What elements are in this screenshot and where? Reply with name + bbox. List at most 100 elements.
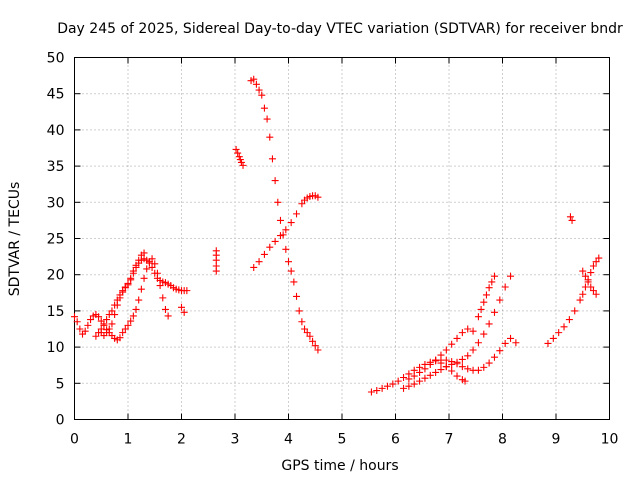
- data-point: [485, 284, 493, 292]
- data-point: [260, 104, 268, 112]
- data-point: [437, 359, 445, 367]
- data-point: [135, 296, 143, 304]
- data-point: [250, 75, 258, 83]
- data-point: [592, 290, 600, 298]
- data-point: [81, 327, 89, 335]
- data-point: [571, 307, 579, 315]
- data-point: [258, 91, 266, 99]
- x-tick-label: 1: [124, 432, 133, 448]
- data-point: [239, 161, 247, 169]
- data-series-10: [367, 334, 520, 396]
- data-point: [485, 320, 493, 328]
- data-point: [400, 374, 408, 382]
- data-point: [127, 317, 135, 325]
- data-point: [579, 267, 587, 275]
- data-point: [250, 263, 258, 271]
- y-tick-label: 15: [47, 304, 65, 320]
- data-point: [293, 292, 301, 300]
- data-point: [474, 366, 482, 374]
- data-point: [579, 290, 587, 298]
- x-axis-title: GPS time / hours: [281, 458, 398, 474]
- data-point: [480, 330, 488, 338]
- data-point: [464, 352, 472, 360]
- y-tick-label: 20: [47, 268, 65, 284]
- data-point: [378, 384, 386, 392]
- data-point: [151, 260, 159, 268]
- data-point: [298, 200, 306, 208]
- data-point: [410, 372, 418, 380]
- data-point: [469, 327, 477, 335]
- data-point: [421, 374, 429, 382]
- data-point: [92, 332, 100, 340]
- data-point: [383, 382, 391, 390]
- data-point: [87, 316, 95, 324]
- data-series-17: [566, 213, 576, 224]
- data-point: [400, 384, 408, 392]
- data-point: [212, 247, 220, 255]
- data-point: [271, 237, 279, 245]
- data-point: [421, 365, 429, 373]
- data-point: [71, 313, 78, 321]
- data-point: [549, 334, 557, 342]
- y-tick-label: 0: [56, 413, 65, 429]
- data-point: [282, 245, 290, 253]
- data-point: [119, 329, 127, 337]
- data-point: [581, 272, 589, 280]
- data-point: [480, 363, 488, 371]
- data-point: [453, 334, 461, 342]
- data-point: [132, 263, 140, 271]
- x-tick-label: 0: [70, 432, 79, 448]
- data-point: [287, 219, 295, 227]
- data-point: [464, 325, 472, 333]
- data-point: [501, 339, 509, 347]
- data-point: [496, 296, 504, 304]
- data-point: [127, 276, 135, 284]
- x-tick-label: 3: [231, 432, 240, 448]
- chart-title: Day 245 of 2025, Sidereal Day-to-day VTE…: [57, 21, 623, 37]
- data-point: [482, 291, 490, 299]
- data-series-9: [250, 192, 322, 271]
- x-tick-label: 9: [552, 432, 561, 448]
- data-point: [576, 296, 584, 304]
- data-point: [260, 250, 268, 258]
- data-point: [129, 312, 137, 320]
- data-point: [555, 329, 563, 337]
- y-tick-label: 35: [47, 159, 65, 175]
- data-point: [589, 287, 597, 295]
- data-point: [426, 360, 434, 368]
- data-series-5: [178, 303, 188, 316]
- data-series-1: [71, 311, 124, 344]
- data-point: [255, 258, 263, 266]
- data-point: [237, 158, 245, 166]
- data-point: [274, 198, 282, 206]
- data-point: [474, 313, 482, 321]
- data-point: [95, 313, 103, 321]
- data-point: [416, 368, 424, 376]
- data-point: [105, 325, 113, 333]
- data-point: [512, 339, 520, 347]
- data-point: [410, 380, 418, 388]
- data-point: [480, 298, 488, 306]
- data-point: [448, 367, 456, 375]
- data-point: [426, 371, 434, 379]
- data-series-7: [232, 145, 247, 169]
- data-point: [309, 337, 317, 345]
- data-point: [544, 339, 552, 347]
- data-series-16: [579, 267, 600, 298]
- data-point: [263, 115, 271, 123]
- y-tick-label: 25: [47, 232, 65, 248]
- data-point: [490, 272, 498, 280]
- data-point: [119, 288, 127, 296]
- data-point: [464, 365, 472, 373]
- data-point: [148, 263, 156, 271]
- data-point: [129, 269, 137, 277]
- data-point: [298, 318, 306, 326]
- data-point: [116, 294, 124, 302]
- data-point: [568, 216, 576, 224]
- data-point: [314, 193, 322, 201]
- data-point: [111, 311, 119, 319]
- data-series-14: [474, 272, 498, 321]
- data-point: [84, 321, 92, 329]
- data-point: [137, 285, 145, 293]
- data-point: [100, 320, 108, 328]
